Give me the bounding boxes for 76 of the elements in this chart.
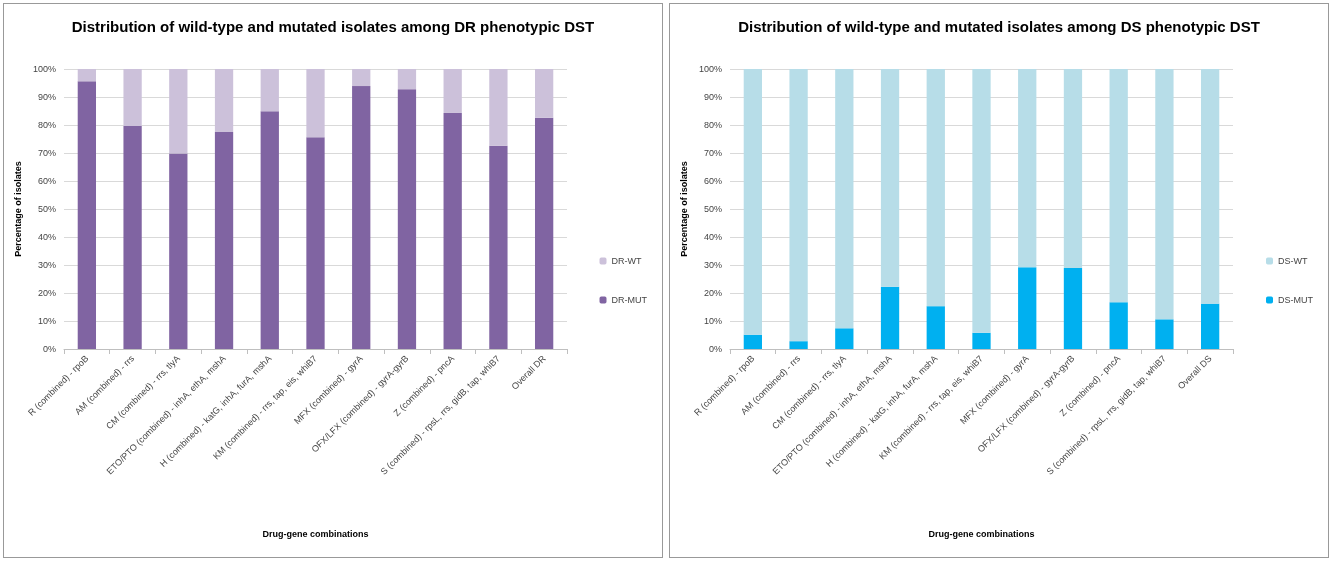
legend-label: DR-WT [611,256,642,266]
bar [534,117,554,349]
y-tick-label: 0% [42,344,56,354]
y-tick-label: 30% [703,260,722,270]
bar [1063,268,1083,349]
bar [1155,69,1174,320]
y-tick-label: 70% [37,148,56,158]
legend-label: DS-WT [1278,256,1308,266]
y-tick-label: 40% [703,232,722,242]
bar [489,145,508,349]
bar [1018,267,1037,349]
y-tick-label: 30% [37,260,56,270]
x-axis-title: Drug-gene combinations [928,528,1035,539]
y-tick-label: 10% [703,316,722,326]
bar [397,89,417,349]
bar [397,69,417,90]
bar [1109,69,1128,303]
bar [169,153,188,349]
bar [1109,302,1128,349]
bar [123,69,142,127]
y-tick-label: 80% [703,120,722,130]
y-tick-label: 40% [37,232,56,242]
y-tick-label: 90% [703,92,722,102]
bar [352,86,371,349]
bar [789,341,808,349]
chart-title: Distribution of wild-type and mutated isolates among DR phenotypic DST [71,18,595,35]
bar [880,69,900,287]
bar [306,137,325,349]
y-tick-label: 100% [32,64,56,74]
bar [743,69,763,335]
bar [77,69,97,82]
bar [260,111,279,349]
y-tick-label: 20% [703,288,722,298]
bar [534,69,554,118]
bar [1200,69,1220,304]
bar [789,69,808,342]
bar [443,112,462,349]
y-axis-title: Percentage of isolates [678,161,689,257]
bar [352,69,371,87]
x-axis-title: Drug-gene combinations [262,528,369,539]
y-axis-title: Percentage of isolates [12,161,23,257]
bar [1018,69,1037,268]
legend-label: DS-MUT [1278,295,1314,305]
bar [1063,69,1083,269]
bar [214,132,234,349]
bar [972,332,991,349]
y-tick-label: 10% [37,316,56,326]
bar [835,69,854,329]
bar [835,328,854,349]
bar [1155,319,1174,349]
y-tick-label: 100% [698,64,722,74]
y-tick-label: 60% [703,176,722,186]
y-tick-label: 50% [37,204,56,214]
bar [743,334,763,349]
bar [1200,303,1220,349]
bar [489,69,508,146]
y-tick-label: 70% [703,148,722,158]
bar [77,81,97,349]
bar [123,126,142,349]
y-tick-label: 60% [37,176,56,186]
bar [926,306,945,349]
legend-label: DR-MUT [611,295,648,305]
bar [260,69,279,112]
chart-title: Distribution of wild-type and mutated isolates among DS phenotypic DST [738,18,1260,35]
y-tick-label: 20% [37,288,56,298]
bar [880,286,900,349]
y-tick-label: 90% [37,92,56,102]
bar [972,69,991,333]
y-tick-label: 50% [703,204,722,214]
y-tick-label: 80% [37,120,56,130]
bar [214,69,234,132]
bar [443,69,462,113]
y-tick-label: 0% [708,344,722,354]
bar [306,69,325,138]
bar [926,69,945,307]
bar [169,69,188,154]
